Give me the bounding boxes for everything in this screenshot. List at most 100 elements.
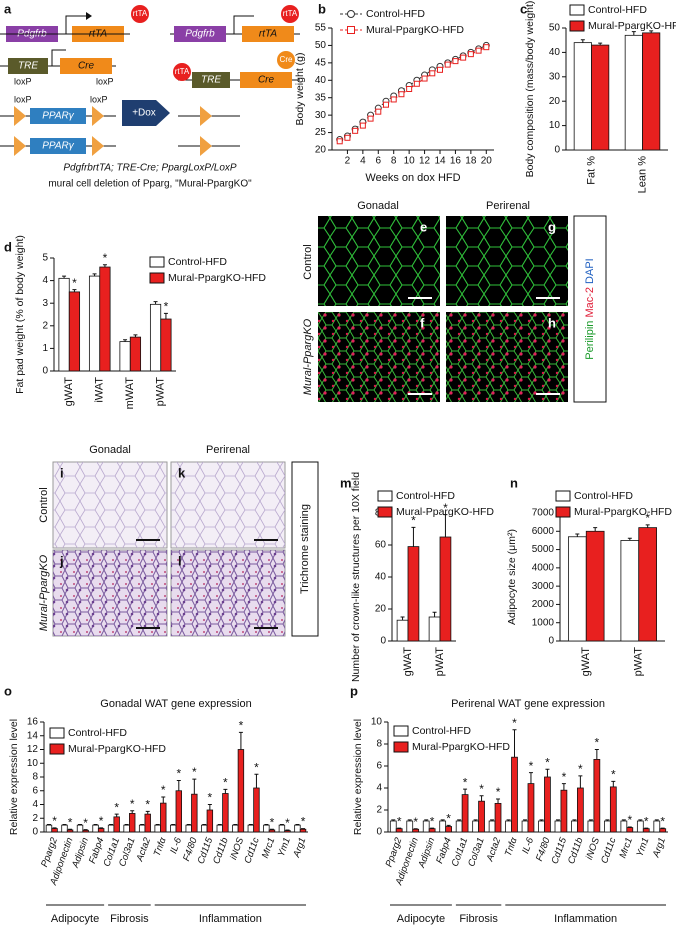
bar [160, 318, 172, 372]
significance: * [627, 813, 632, 827]
x-tick-label: 4 [360, 156, 366, 167]
point [383, 101, 389, 108]
legend-label: Mural-PpargKO-HFD [574, 506, 672, 518]
significance: * [161, 783, 166, 797]
legend-label: Control-HFD [412, 725, 471, 737]
y-tick-label: 4 [42, 275, 48, 286]
significance: * [479, 782, 484, 796]
error-bar [479, 795, 484, 802]
point [444, 61, 451, 68]
bar [587, 820, 595, 833]
error-bar [627, 537, 632, 541]
gene-label: PPARγ [42, 141, 74, 152]
error-bar [102, 264, 107, 268]
protein-label: rtTA [133, 9, 148, 18]
promoter-arrow [51, 49, 66, 66]
panel-letter: i [60, 465, 64, 480]
significance: * [645, 511, 650, 525]
y-tick-label: 2 [32, 813, 38, 824]
significance: * [545, 755, 550, 769]
point [406, 86, 413, 92]
error-bar [588, 819, 593, 821]
x-tick-label: 12 [419, 156, 431, 167]
bar [505, 820, 512, 833]
error-bar [432, 611, 437, 617]
protein-label: Cre [280, 55, 293, 64]
micrograph-texture [446, 312, 568, 402]
panel-letter: h [548, 315, 556, 330]
loxp-label: loxP [14, 94, 32, 104]
legend-swatch [149, 272, 165, 284]
bar [568, 536, 587, 642]
promoter-arrow [65, 15, 86, 34]
error-bar [561, 783, 566, 791]
x-tick-label: Lean % [636, 156, 648, 194]
legend-swatch [569, 20, 585, 32]
bar [609, 786, 617, 833]
series-line [339, 46, 487, 142]
bar [51, 828, 58, 833]
bar [560, 789, 568, 833]
y-tick-label: 0 [548, 636, 554, 647]
significance: * [611, 768, 616, 782]
error-bar [248, 823, 253, 826]
bar [206, 809, 214, 833]
bar [620, 540, 640, 642]
error-bar [62, 275, 67, 279]
bar [119, 341, 131, 372]
loxp-site [200, 106, 212, 126]
y-tick-label: 4 [376, 783, 382, 794]
y-tick-label: 40 [315, 75, 327, 86]
panel-letter: l [178, 553, 182, 568]
protein-label: rtTA [283, 9, 298, 18]
error-bar [578, 775, 583, 788]
point [429, 70, 436, 77]
error-bar [92, 273, 97, 277]
bar [129, 336, 142, 372]
bar [636, 820, 644, 833]
point [375, 108, 382, 115]
error-bar [78, 823, 83, 826]
bar [659, 828, 667, 833]
y-axis-label: Body weight (g) [294, 53, 306, 126]
error-bar [440, 819, 445, 821]
bar [170, 824, 177, 833]
y-tick-label: 25 [315, 127, 327, 138]
micrograph-texture [53, 550, 167, 636]
bar [638, 527, 658, 642]
legend-swatch [377, 506, 393, 518]
significance: * [578, 762, 583, 776]
column-label: Gonadal [89, 444, 131, 456]
column-label: Gonadal [357, 200, 399, 212]
x-tick-label: Tnfα [152, 836, 169, 858]
stain-legend: Trichrome staining [299, 504, 311, 594]
error-bar [223, 788, 228, 794]
error-bar [72, 289, 77, 292]
error-bar [457, 819, 462, 821]
error-bar [269, 828, 274, 830]
group-label: Inflammation [199, 913, 262, 925]
y-tick-label: 6 [32, 785, 38, 796]
significance: * [130, 797, 135, 811]
gene-box [60, 58, 112, 74]
chart: p Perirenal WAT gene expression Relative e… [350, 683, 668, 925]
significance: * [301, 815, 306, 829]
error-bar [171, 823, 176, 826]
protein [131, 5, 149, 23]
bar [237, 749, 245, 833]
legend-label: Mural-PpargKO-HFD [168, 272, 266, 284]
error-bar [400, 616, 405, 621]
y-tick-label: 0 [42, 366, 48, 377]
bar [422, 820, 430, 833]
bar [92, 824, 99, 833]
bar [299, 828, 307, 833]
error-bar [580, 39, 585, 43]
bar [154, 824, 161, 833]
panel-letter: c [520, 1, 527, 16]
gene-box [174, 26, 226, 42]
caption: PdgfrbrtTA; TRE-Cre; PpargLoxP/LoxP [63, 163, 237, 174]
micrograph-texture [318, 216, 440, 306]
x-tick-label: IL-6 [168, 835, 184, 855]
y-tick-label: 14 [27, 730, 39, 741]
error-bar [133, 334, 138, 338]
